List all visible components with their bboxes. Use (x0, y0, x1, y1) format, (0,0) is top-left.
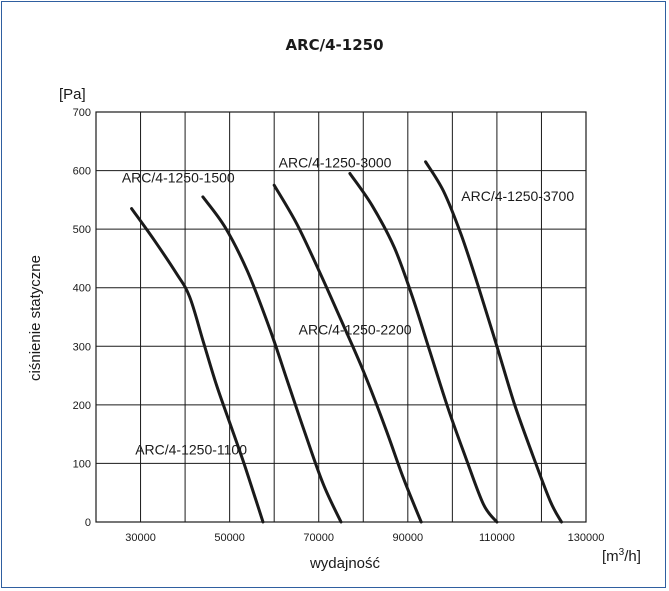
x-tick-label: 70000 (303, 532, 334, 544)
x-unit-base: [m (602, 548, 619, 565)
grid (95, 111, 587, 523)
y-tick-label: 100 (73, 458, 91, 470)
series-label: ARC/4-1250-3700 (461, 188, 574, 204)
x-unit-sup: 3 (619, 547, 625, 558)
series-label: ARC/4-1250-1100 (135, 442, 247, 458)
y-tick-label: 400 (73, 283, 91, 295)
y-axis-label: ciśnienie statyczne (27, 255, 44, 381)
series-line (348, 172, 499, 524)
curve-labels: ARC/4-1250-1100 ARC/4-1250-1500 ARC/4-1250… (122, 155, 574, 458)
y-tick-label: 700 (73, 107, 91, 119)
y-tick-label: 200 (73, 400, 91, 412)
x-unit-tail: /h] (624, 548, 641, 565)
series-group (130, 160, 563, 524)
series-label: ARC/4-1250-3000 (279, 155, 392, 171)
series-line (130, 207, 265, 524)
series-line (272, 183, 423, 524)
y-unit-label: [Pa] (59, 86, 86, 103)
x-tick-label: 110000 (479, 532, 515, 544)
tick-labels: 30000 50000 70000 90000 110000 130000 0 100 200 3… (73, 107, 605, 544)
x-tick-label: 30000 (125, 532, 156, 544)
y-tick-label: 300 (73, 341, 91, 353)
series-label: ARC/4-1250-2200 (299, 322, 412, 338)
series-label: ARC/4-1250-1500 (122, 169, 235, 185)
x-tick-label: 90000 (393, 532, 424, 544)
x-tick-label: 50000 (214, 532, 245, 544)
x-axis-label: wydajność (309, 555, 381, 572)
series-line (424, 160, 563, 524)
x-unit-label: [m3/h] (602, 547, 641, 565)
series-line (201, 195, 343, 524)
x-tick-label: 130000 (568, 532, 605, 544)
chart-title: ARC/4-1250 (285, 36, 384, 54)
y-tick-label: 600 (73, 166, 91, 178)
y-tick-label: 500 (73, 224, 91, 236)
y-tick-label: 0 (85, 517, 91, 529)
